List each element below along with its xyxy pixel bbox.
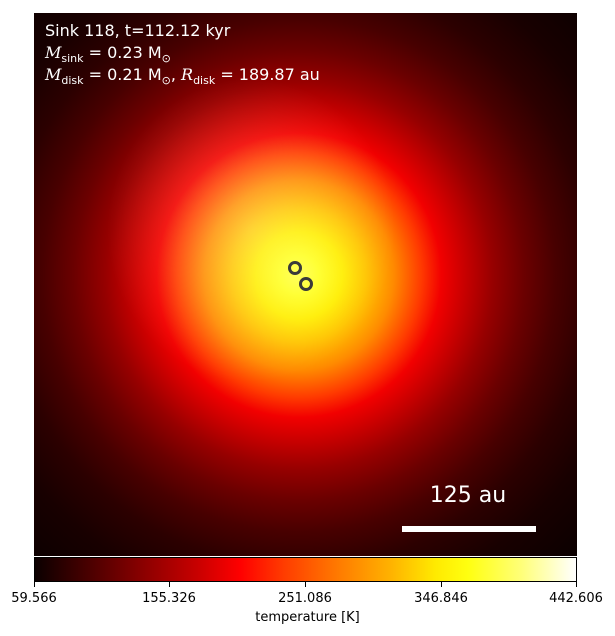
sink-particle-marker [288, 261, 302, 275]
disk-info-label: Mdisk = 0.21 M⊙, Rdisk = 189.87 au [45, 65, 320, 91]
sink-info-title: Sink 118, t=112.12 kyr [45, 21, 231, 40]
sink-mass-value: = 0.23 M [88, 43, 162, 62]
colorbar-tick-label: 155.326 [142, 591, 196, 606]
disk-radius-symbol: R [181, 65, 194, 84]
colorbar-tick-label: 251.086 [278, 591, 332, 606]
disk-radius-subscript: disk [193, 74, 216, 87]
colorbar-tick-label: 346.846 [414, 591, 468, 606]
colorbar-tick [34, 582, 35, 587]
disk-radius-value: = 189.87 au [220, 65, 320, 84]
colorbar-tick [305, 582, 306, 587]
solar-unit-subscript-2: ⊙ [161, 74, 171, 87]
scale-bar-label: 125 au [429, 483, 507, 508]
colorbar-axis-label: temperature [K] [255, 610, 360, 625]
separator: , [170, 65, 182, 84]
disk-mass-value: = 0.21 M [88, 65, 162, 84]
sink-particle-marker [299, 277, 313, 291]
sink-mass-label: Msink = 0.23 M⊙ [45, 43, 171, 69]
sink-mass-subscript: sink [61, 52, 84, 65]
solar-unit-subscript: ⊙ [161, 52, 171, 65]
temperature-map: Sink 118, t=112.12 kyr Msink = 0.23 M⊙ M… [34, 13, 577, 556]
colorbar-tick [441, 582, 442, 587]
colorbar-tick-label: 442.606 [549, 591, 603, 606]
colorbar [34, 557, 577, 582]
disk-mass-subscript: disk [61, 74, 84, 87]
colorbar-tick-label: 59.566 [11, 591, 57, 606]
disk-mass-symbol: M [45, 65, 62, 84]
colorbar-tick [169, 582, 170, 587]
sink-mass-symbol: M [45, 43, 62, 62]
scale-bar [402, 526, 536, 532]
colorbar-tick [576, 582, 577, 587]
